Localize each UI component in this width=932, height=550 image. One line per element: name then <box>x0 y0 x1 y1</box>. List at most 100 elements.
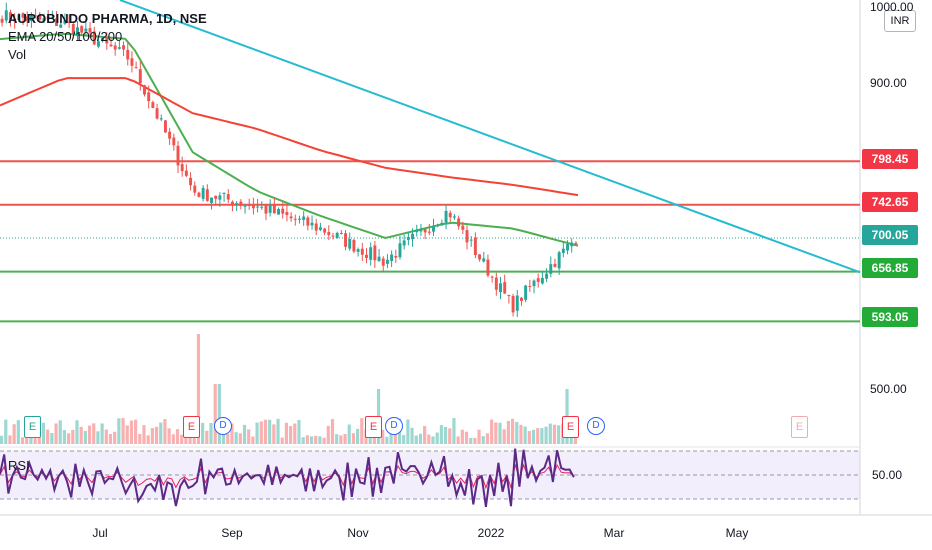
candle-body <box>436 225 440 227</box>
volume-bar <box>62 430 67 444</box>
volume-bar <box>121 418 125 444</box>
candle-body <box>155 108 159 119</box>
candle-body <box>239 201 243 206</box>
candle-body <box>490 276 494 278</box>
volume-bar <box>167 428 171 444</box>
candle-body <box>176 145 180 166</box>
ema-indicator-label[interactable]: EMA 20/50/100/200 <box>8 29 123 44</box>
volume-bar <box>494 422 498 444</box>
volume-bar <box>335 434 339 444</box>
candle-body <box>432 226 435 232</box>
candle-body <box>260 206 264 208</box>
dividend-marker[interactable]: D <box>587 417 605 435</box>
earnings-marker[interactable]: E <box>791 416 808 438</box>
candle-body <box>189 177 193 186</box>
volume-bar <box>360 418 364 444</box>
volume-bar <box>439 425 443 444</box>
volume-bar <box>301 437 305 444</box>
volume-bar <box>452 418 456 444</box>
volume-bar <box>12 424 16 444</box>
earnings-marker[interactable]: E <box>24 416 41 438</box>
volume-bar <box>527 431 531 444</box>
volume-bar <box>104 429 108 444</box>
volume-bar <box>242 424 247 444</box>
candle-body <box>365 254 368 259</box>
dividend-marker[interactable]: D <box>385 417 403 435</box>
volume-bar <box>79 426 83 444</box>
candle-body <box>268 205 272 213</box>
candle-body <box>289 216 293 219</box>
candle-body <box>184 170 188 176</box>
candle-body <box>197 192 201 197</box>
volume-bar <box>502 429 506 444</box>
candle-body <box>163 120 167 133</box>
candle-body <box>147 92 151 102</box>
volume-bar <box>71 429 75 444</box>
candle-body <box>511 295 515 313</box>
candle-body <box>0 18 4 23</box>
volume-bar <box>146 435 150 444</box>
volume-bar <box>456 436 460 444</box>
volume-bar <box>259 421 263 444</box>
candle-body <box>63 20 67 24</box>
volume-bar <box>163 419 167 444</box>
candle-body <box>59 24 63 28</box>
volume-bar <box>485 433 490 444</box>
volume-bar <box>75 420 79 444</box>
candle-body <box>122 45 126 50</box>
candle-body <box>473 237 477 256</box>
last-price-tag: 700.05 <box>862 225 918 245</box>
volume-bar <box>473 437 477 444</box>
candle-body <box>519 297 523 301</box>
volume-bar <box>330 419 335 444</box>
volume-bar <box>234 432 238 444</box>
dividend-marker[interactable]: D <box>214 417 232 435</box>
volume-bar <box>159 422 163 444</box>
volume-bar <box>201 422 205 444</box>
candle-body <box>214 195 218 199</box>
candle-body <box>360 248 364 255</box>
volume-bar <box>238 433 242 444</box>
symbol-title[interactable]: AUROBINDO PHARMA, 1D, NSE <box>8 11 207 26</box>
currency-button[interactable]: INR <box>884 10 916 32</box>
rsi-line <box>0 448 575 508</box>
candle-body <box>381 258 385 266</box>
rsi-title[interactable]: RSI <box>8 458 30 473</box>
candle-body <box>323 228 327 233</box>
candle-body <box>515 295 519 311</box>
candle-body <box>557 252 561 269</box>
candle-body <box>117 47 121 49</box>
candle-body <box>423 229 427 233</box>
volume-bar <box>464 431 469 444</box>
candle-body <box>205 189 209 201</box>
earnings-marker[interactable]: E <box>183 416 200 438</box>
earnings-marker[interactable]: E <box>365 416 382 438</box>
volume-bar <box>213 384 217 444</box>
candle-body <box>503 282 507 294</box>
candle-body <box>151 102 155 108</box>
volume-bar <box>402 434 406 444</box>
volume-bar <box>255 422 259 444</box>
volume-indicator-label[interactable]: Vol <box>8 47 27 62</box>
candle-body <box>402 240 406 246</box>
candle-body <box>159 118 163 120</box>
volume-bar <box>531 429 536 444</box>
volume-bar <box>263 419 268 444</box>
volume-bar <box>276 418 280 444</box>
volume-bar <box>67 433 71 444</box>
earnings-marker[interactable]: E <box>562 416 579 438</box>
volume-bar <box>536 428 540 444</box>
volume-bar <box>226 433 230 444</box>
volume-bar <box>389 433 393 444</box>
candle-body <box>272 204 276 214</box>
candle-body <box>411 233 415 240</box>
candle-body <box>444 210 448 223</box>
candle-body <box>385 259 389 264</box>
volume-bar <box>4 419 8 444</box>
candle-body <box>180 164 184 172</box>
candle-body <box>168 131 172 139</box>
volume-bar <box>138 434 142 444</box>
candle-body <box>499 283 502 293</box>
volume-bar <box>381 429 385 444</box>
